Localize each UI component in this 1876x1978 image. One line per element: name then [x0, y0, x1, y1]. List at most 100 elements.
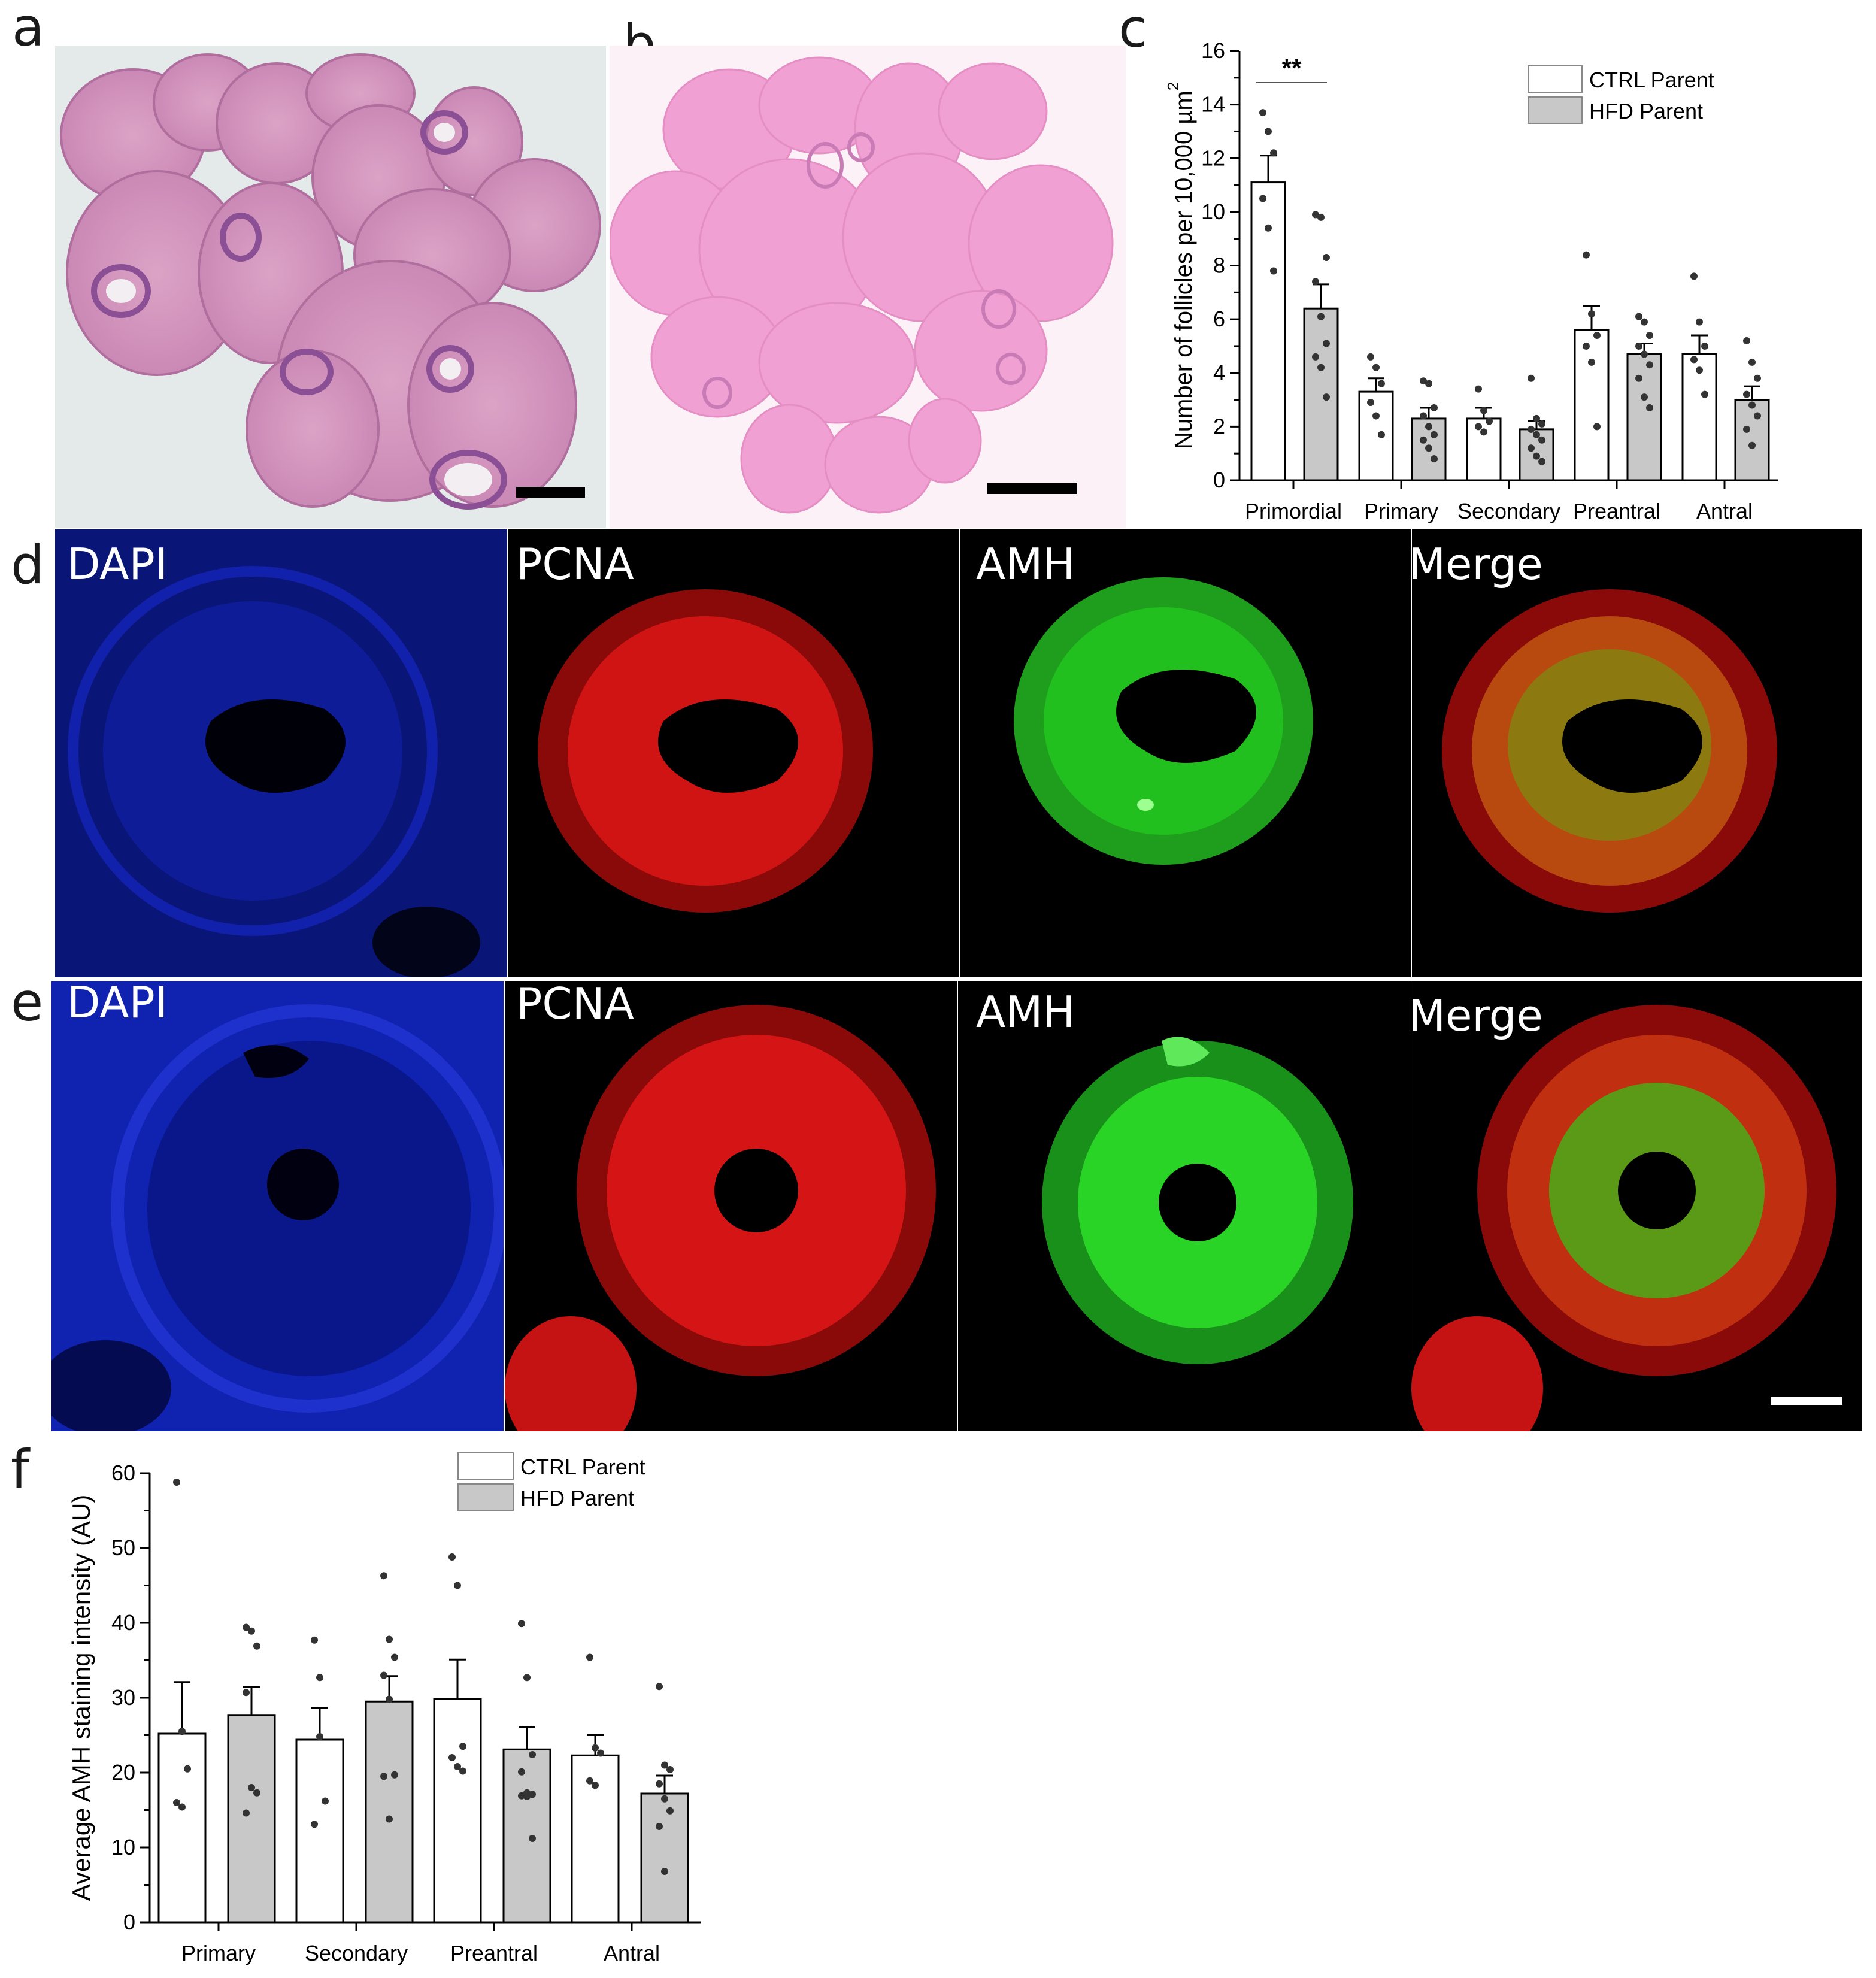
- data-point: [1646, 361, 1653, 369]
- legend-label: CTRL Parent: [520, 1455, 645, 1479]
- data-point: [1317, 213, 1325, 221]
- x-tick-label: Primordial: [1245, 499, 1342, 523]
- data-point: [661, 1795, 668, 1803]
- data-point: [666, 1807, 674, 1815]
- data-point: [1431, 455, 1438, 463]
- legend-swatch: [1528, 65, 1583, 93]
- data-point: [1378, 431, 1385, 438]
- data-point: [386, 1815, 393, 1823]
- x-tick-label: Secondary: [305, 1941, 408, 1965]
- y-tick-label: 0: [123, 1910, 135, 1934]
- label-e-pcna: PCNA: [516, 979, 634, 1029]
- y-tick-label: 14: [1201, 92, 1225, 117]
- label-d-amh: AMH: [976, 539, 1075, 589]
- data-point: [1486, 417, 1493, 425]
- data-point: [1372, 412, 1380, 420]
- micrograph-d-merge: [1412, 529, 1862, 977]
- data-point: [1425, 380, 1432, 387]
- y-tick-label: 0: [1213, 468, 1225, 492]
- y-tick-label: 12: [1201, 146, 1225, 170]
- data-point: [1743, 390, 1750, 398]
- chart-c: 0 2 4 6 8 10 12 14 16 Number of follicles per 10,…: [1126, 0, 1796, 539]
- data-point: [518, 1620, 525, 1628]
- bar: [157, 1732, 207, 1924]
- data-point: [1690, 356, 1698, 364]
- micrograph-e-merge: [1411, 981, 1862, 1431]
- data-point: [1743, 425, 1750, 433]
- data-point: [1528, 444, 1535, 452]
- data-point: [1431, 431, 1438, 438]
- data-point: [243, 1689, 250, 1697]
- data-point: [1748, 441, 1756, 449]
- chart-f-svg: 0 10 20 30 40 50 60 Average AMH staining intens…: [67, 1452, 701, 1965]
- label-d-merge: Merge: [1408, 539, 1543, 589]
- panel-letter-a: a: [12, 0, 44, 58]
- data-point: [1480, 407, 1487, 414]
- data-point: [178, 1803, 186, 1811]
- panel-letter-f: f: [11, 1438, 29, 1500]
- data-point: [316, 1674, 323, 1682]
- data-point: [311, 1636, 318, 1644]
- data-point: [1635, 374, 1642, 382]
- data-point: [380, 1671, 387, 1679]
- legend-label: CTRL Parent: [1589, 68, 1714, 92]
- data-point: [1748, 401, 1756, 409]
- data-point: [1593, 423, 1601, 431]
- data-point: [1641, 350, 1648, 358]
- x-tick-label: Primary: [1364, 499, 1438, 523]
- data-point: [459, 1767, 466, 1775]
- data-point: [529, 1751, 536, 1758]
- data-point: [248, 1784, 255, 1791]
- bar: [365, 1700, 414, 1924]
- label-d-dapi: DAPI: [67, 539, 168, 589]
- legend-swatch: [457, 1483, 514, 1511]
- y-tick-label: 16: [1201, 38, 1225, 63]
- data-point: [322, 1797, 329, 1805]
- data-point: [1533, 431, 1540, 438]
- bar: [1358, 390, 1394, 481]
- data-point: [1431, 404, 1438, 412]
- panel-letter-d: d: [11, 534, 44, 596]
- x-tick-label: Antral: [1696, 499, 1753, 523]
- data-point: [1748, 358, 1756, 366]
- data-point: [178, 1728, 186, 1735]
- x-tick-label: Preantral: [450, 1941, 538, 1965]
- x-tick-label: Preantral: [1573, 499, 1660, 523]
- data-point: [1696, 318, 1703, 326]
- data-point: [1538, 436, 1545, 444]
- histology-image-ctrl: [55, 46, 606, 528]
- data-point: [586, 1777, 593, 1785]
- data-point: [1265, 128, 1272, 135]
- data-point: [1265, 224, 1272, 232]
- label-e-amh: AMH: [976, 987, 1075, 1037]
- data-point: [1538, 420, 1545, 428]
- micrograph-d-amh: [960, 529, 1411, 977]
- data-point: [1259, 109, 1266, 117]
- data-point: [459, 1743, 466, 1750]
- data-point: [1323, 393, 1330, 401]
- data-point: [1420, 436, 1427, 444]
- data-point: [184, 1765, 191, 1773]
- data-point: [454, 1582, 461, 1589]
- data-point: [1696, 366, 1703, 374]
- data-point: [592, 1744, 599, 1752]
- data-point: [1317, 313, 1325, 320]
- chart-f: 0 10 20 30 40 50 60 Average AMH staining intens…: [0, 1437, 719, 1975]
- data-point: [1420, 377, 1427, 385]
- data-point: [253, 1642, 260, 1650]
- data-point: [1312, 353, 1319, 361]
- data-point: [661, 1868, 668, 1875]
- data-point: [386, 1695, 393, 1703]
- bar: [295, 1738, 344, 1924]
- ovary-section-a: [60, 53, 601, 510]
- y-tick-label: 10: [1201, 199, 1225, 224]
- data-point: [1367, 353, 1374, 361]
- data-point: [380, 1773, 387, 1780]
- data-point: [1317, 364, 1325, 371]
- x-tick-label: Antral: [604, 1941, 660, 1965]
- data-point: [1701, 390, 1708, 398]
- data-point: [1425, 444, 1432, 452]
- data-point: [1754, 374, 1761, 382]
- data-point: [1323, 340, 1330, 347]
